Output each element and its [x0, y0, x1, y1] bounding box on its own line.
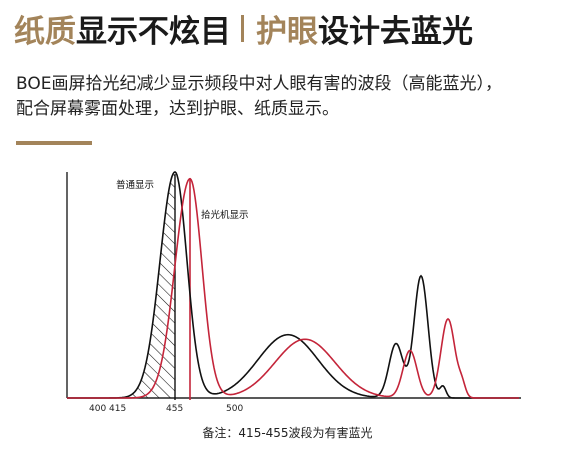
description: BOE画屏拾光纪减少显示频段中对人眼有害的波段（高能蓝光）， 配合屏幕雾面处理，… [16, 72, 568, 122]
x-tick-415: 415 [109, 404, 126, 414]
chart-caption: 备注：415-455波段为有害蓝光 [202, 426, 373, 440]
spectrum-chart: 普通显示 拾光机显示 400 415 455 500 [66, 171, 521, 414]
headline-accent-1: 纸质 [14, 13, 76, 50]
description-line-2: 配合屏幕雾面处理，达到护眼、纸质显示。 [16, 99, 339, 119]
harmful-band-hatch [112, 171, 175, 398]
x-tick-455: 455 [166, 404, 183, 414]
description-line-1: BOE画屏拾光纪减少显示频段中对人眼有害的波段（高能蓝光）， [16, 74, 502, 94]
headline-accent-2: 护眼 [256, 13, 318, 50]
series-label-filtered: 拾光机显示 [201, 209, 249, 221]
x-tick-500: 500 [226, 404, 243, 414]
series-line-bluelight-filtered [67, 177, 519, 399]
x-tick-400: 400 [89, 404, 106, 414]
accent-rule [16, 141, 92, 145]
series-label-normal: 普通显示 [116, 179, 154, 191]
headline: 纸质 显示不炫目 护眼 设计去蓝光 [14, 8, 473, 50]
headline-text-2: 设计去蓝光 [318, 13, 473, 50]
headline-text-1: 显示不炫目 [76, 13, 231, 50]
headline-divider [241, 14, 244, 42]
series-line-normal [67, 171, 519, 399]
